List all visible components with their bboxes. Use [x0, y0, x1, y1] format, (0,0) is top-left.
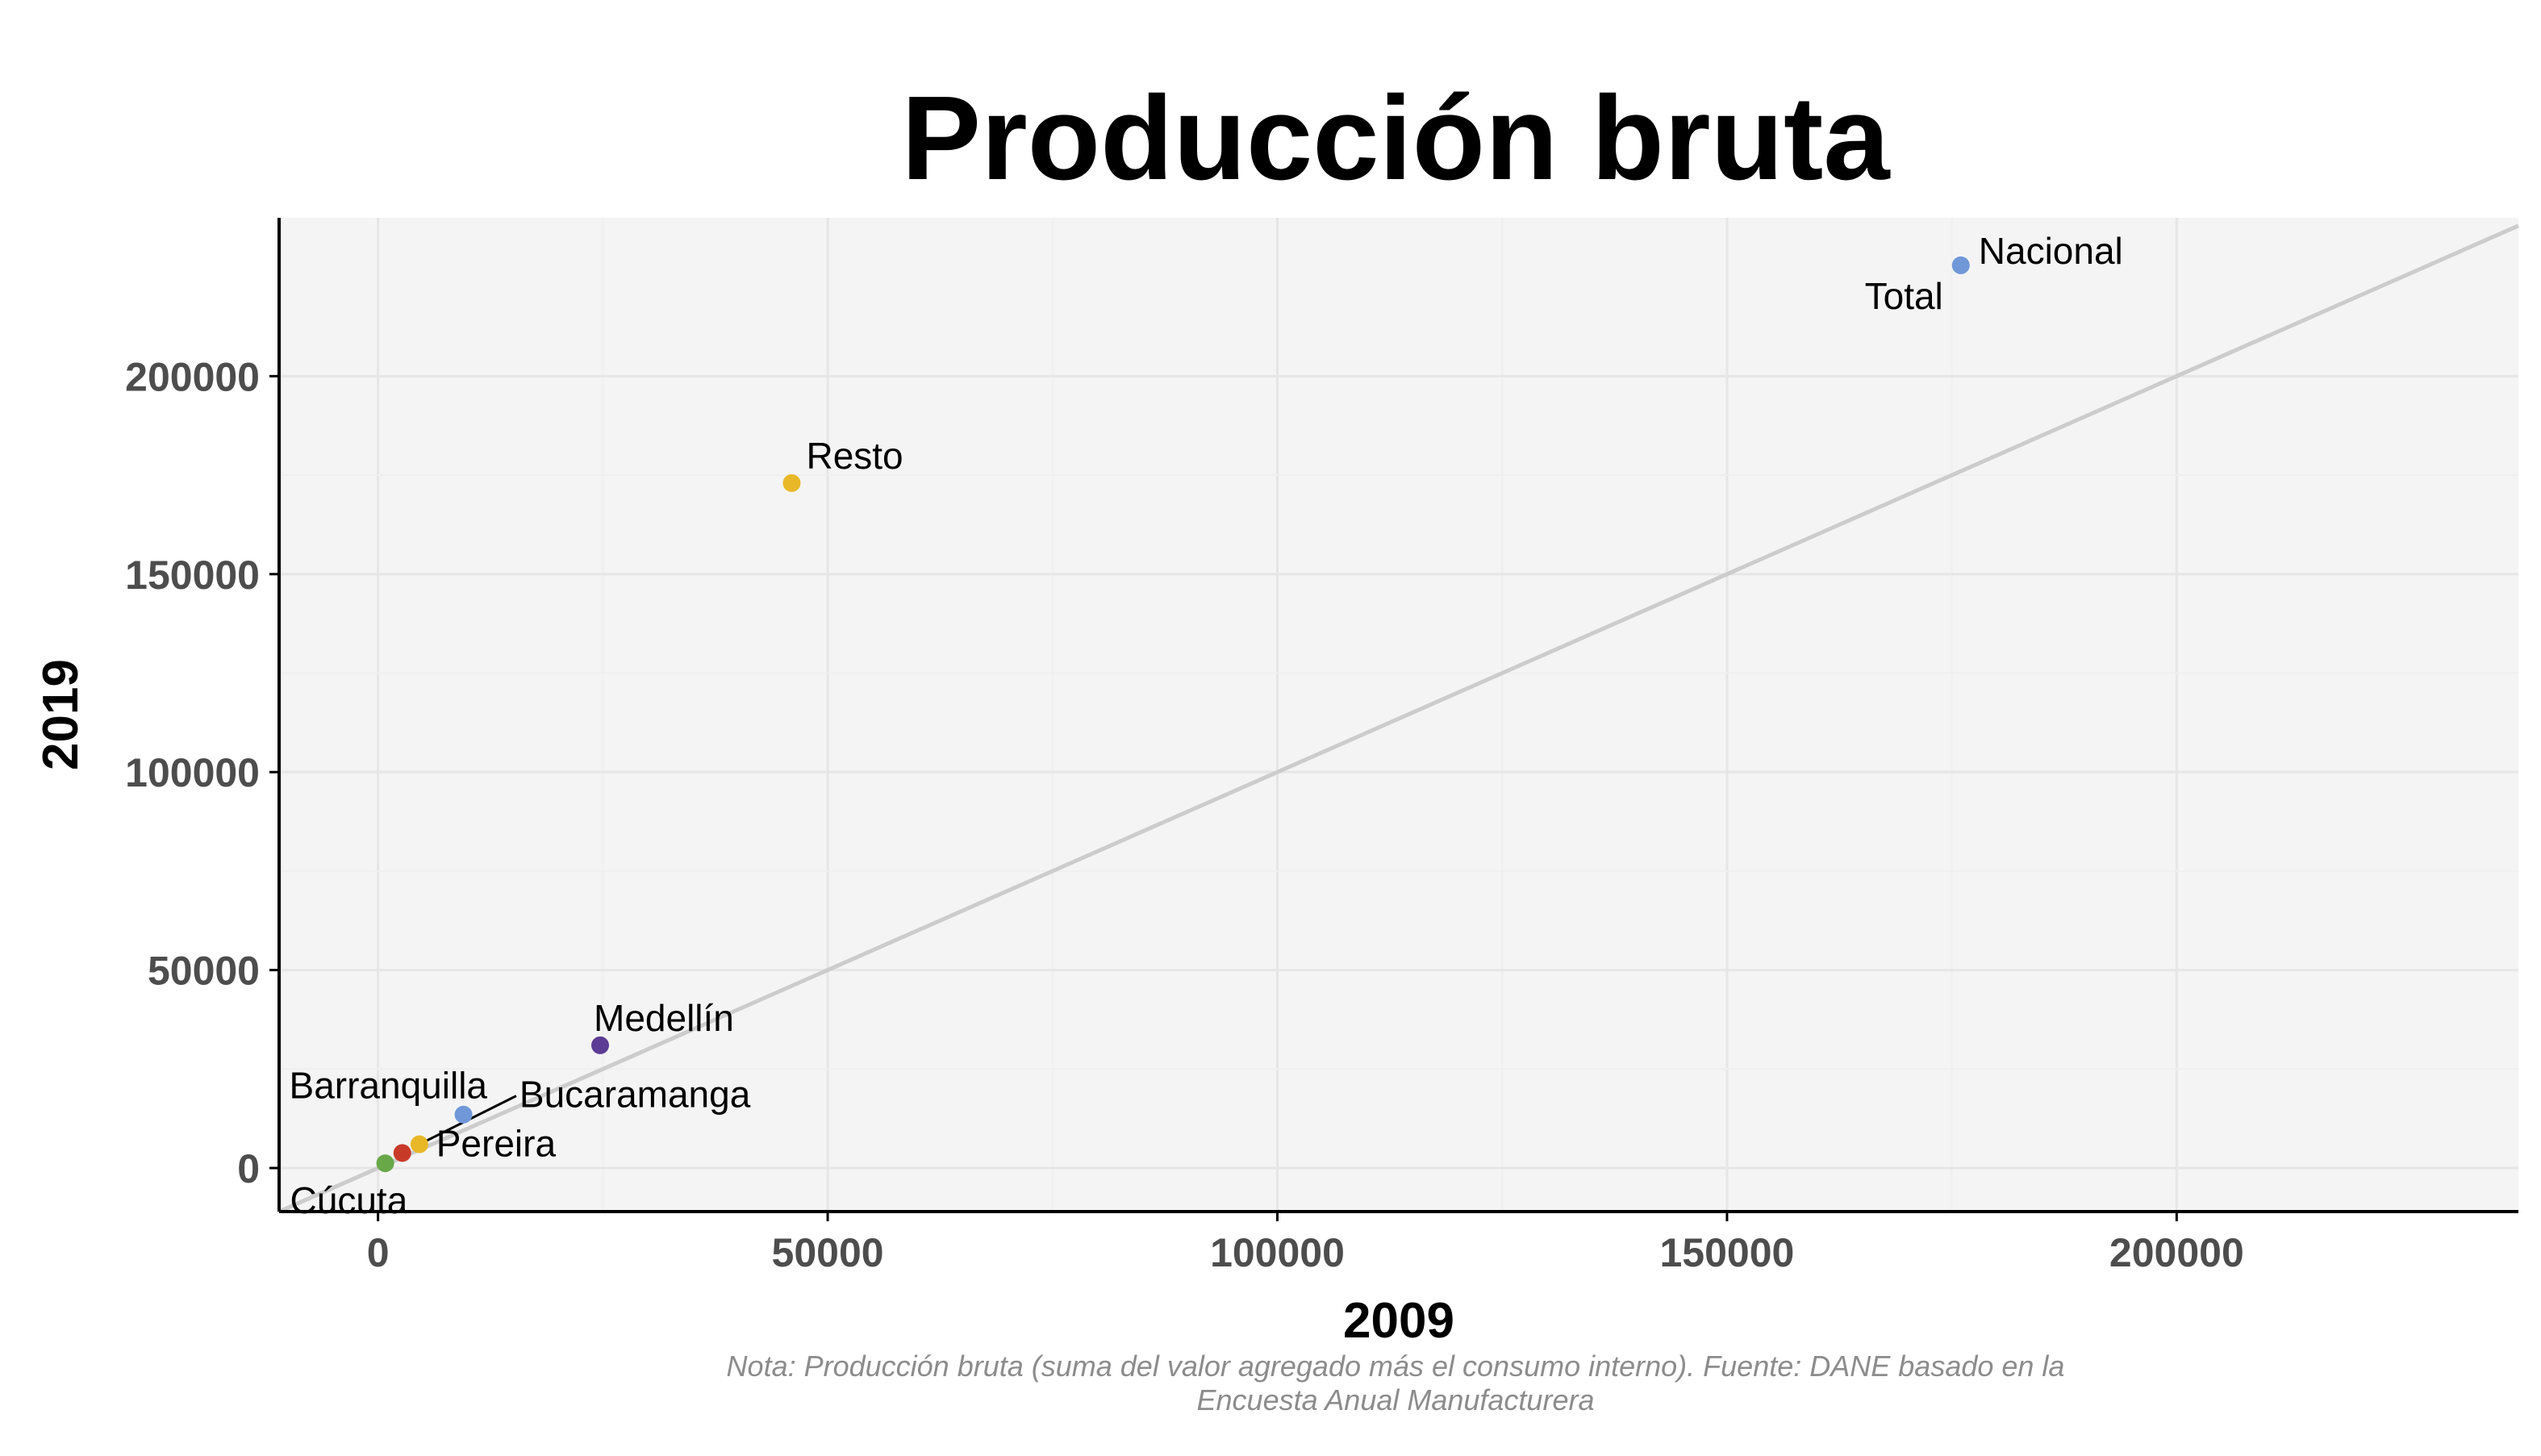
data-point-bucaramanga — [410, 1135, 428, 1154]
y-tick-label: 200000 — [125, 354, 260, 399]
point-label-resto: Resto — [806, 435, 903, 477]
point-label-pereira: Pereira — [436, 1122, 557, 1164]
grid-layer — [279, 218, 2518, 1212]
y-axis-ticks: 0 50000 100000 150000 200000 — [125, 354, 279, 1191]
y-tick-label: 100000 — [125, 750, 260, 795]
x-tick-label: 200000 — [2109, 1230, 2244, 1275]
chart-note-line-1: Nota: Producción bruta (suma del valor a… — [727, 1350, 2065, 1383]
point-label-barranquilla: Barranquilla — [290, 1065, 488, 1107]
data-point-pereira — [393, 1144, 411, 1162]
point-label-medellin: Medellín — [594, 997, 734, 1039]
data-points — [376, 256, 1970, 1173]
y-axis-title: 2019 — [33, 659, 89, 770]
point-labels: Nacional Total Resto Medellín Barranquilla Bu… — [290, 230, 2123, 1221]
x-tick-label: 100000 — [1210, 1230, 1345, 1275]
chart-note-line-2: Encuesta Anual Manufacturera — [1197, 1383, 1595, 1416]
point-label-cucuta: Cúcuta — [290, 1179, 408, 1221]
x-tick-label: 50000 — [772, 1230, 884, 1275]
y-tick-label: 50000 — [148, 949, 260, 994]
data-point-nacional — [1951, 256, 1970, 274]
chart-title: Producción bruta — [901, 72, 1891, 205]
x-axis-title: 2009 — [1343, 1293, 1454, 1349]
data-point-barranquilla — [454, 1105, 473, 1124]
data-point-cucuta — [376, 1154, 394, 1173]
x-tick-label: 0 — [367, 1230, 390, 1275]
x-axis-ticks: 0 50000 100000 150000 200000 — [367, 1212, 2244, 1275]
point-label-total: Total — [1865, 275, 1943, 317]
point-label-nacional: Nacional — [1979, 230, 2123, 272]
data-point-medellin — [591, 1036, 610, 1054]
y-tick-label: 150000 — [125, 553, 260, 598]
point-label-bucaramanga: Bucaramanga — [519, 1074, 751, 1116]
data-point-resto — [782, 474, 801, 492]
identity-reference-line — [277, 223, 2520, 1214]
x-tick-label: 150000 — [1659, 1230, 1794, 1275]
y-tick-label: 0 — [237, 1146, 260, 1191]
